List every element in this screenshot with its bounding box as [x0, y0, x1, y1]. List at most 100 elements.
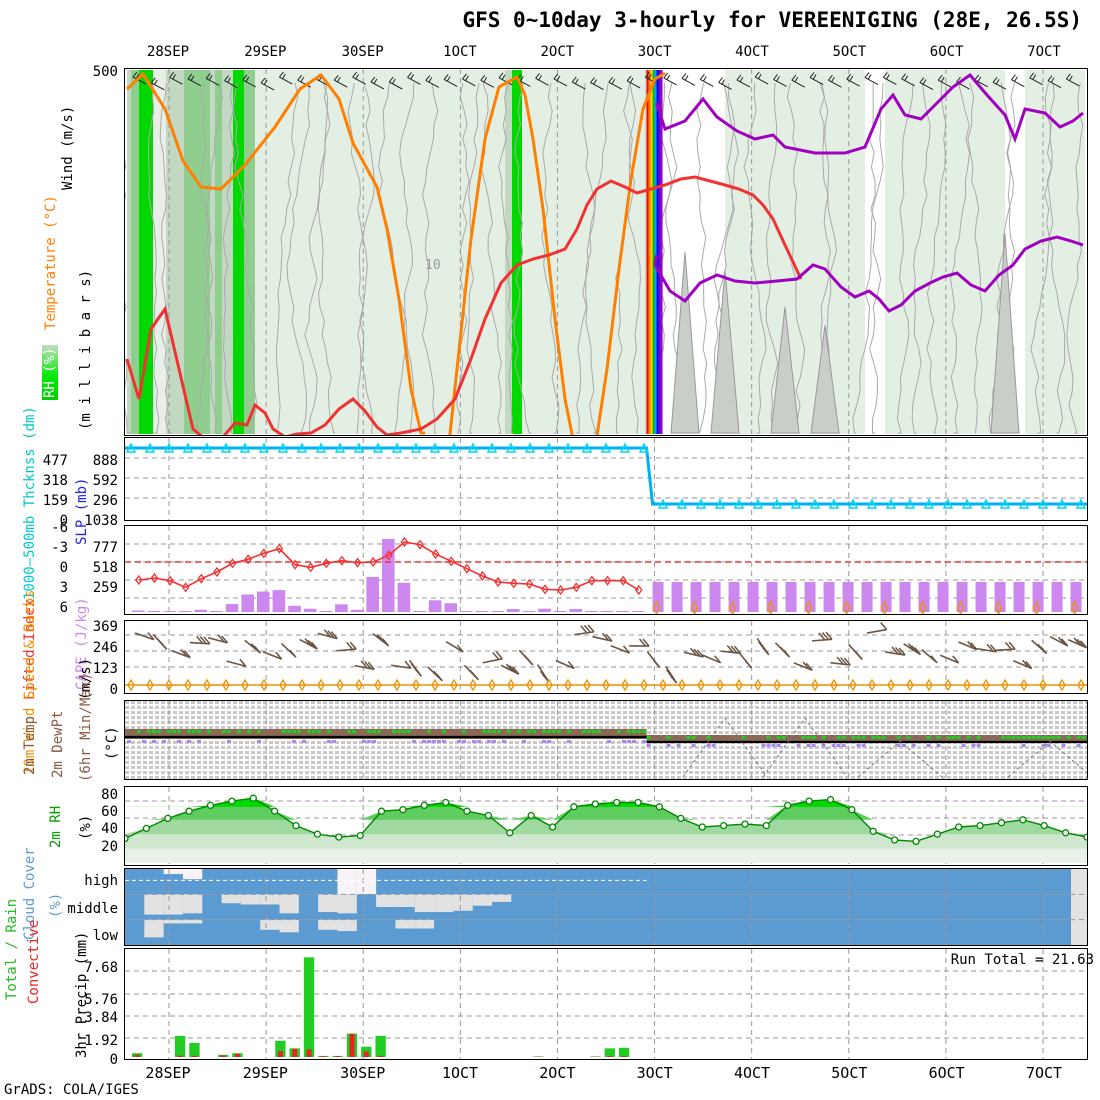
wind-speed-marker: [830, 678, 838, 692]
wind-barb-flag: [776, 76, 780, 82]
rh-2m-marker: [955, 823, 963, 831]
dewpt-marker: [766, 736, 771, 739]
rh-2m-marker: [741, 820, 749, 828]
wind-barb: [830, 661, 851, 666]
isotherm-label-10: 10: [425, 258, 441, 273]
wind-barb-flag: [726, 645, 734, 653]
wind-barb-flag: [410, 74, 414, 80]
wind-ytick-0: 0: [109, 682, 118, 698]
rh-2m-marker: [677, 814, 685, 823]
wind-barb: [995, 648, 1016, 652]
wind-barb-flag: [208, 75, 213, 81]
rh-2m-fill-band: [125, 798, 1087, 807]
dewpt-marker: [956, 736, 961, 739]
dewpt-marker: [876, 736, 881, 739]
dewpt-marker: [207, 730, 211, 733]
date-tick-5oct: 5OCT: [831, 1064, 868, 1082]
dewpt-marker: [851, 736, 856, 739]
wind-barb-flag: [898, 647, 906, 656]
precip-total-bar: [303, 957, 315, 1057]
dewpt-marker: [292, 740, 296, 743]
dewpt-marker: [1076, 736, 1081, 739]
li-ytick-0: 0: [59, 560, 68, 576]
dewpt-marker: [462, 740, 466, 743]
wind-speed-marker: [355, 678, 363, 692]
wind-barb-flag: [495, 651, 503, 660]
wind-barb-flag: [556, 75, 561, 82]
precip-total-bar: [189, 1042, 200, 1057]
lifted-index-marker: [181, 582, 190, 593]
wind-barb-flag: [245, 76, 250, 83]
wind-barb-flag: [1068, 75, 1073, 82]
dewpt-marker: [487, 730, 491, 733]
wind-barb-flag: [714, 655, 722, 664]
thickness-marker: [1037, 498, 1049, 509]
wind-barb-flag: [376, 634, 384, 642]
dewpt-marker: [582, 730, 586, 733]
rh-2m-marker: [613, 798, 621, 807]
thickness-marker: [277, 442, 289, 453]
wind-barb: [610, 645, 630, 654]
wind-barb-flag: [512, 666, 520, 675]
wind-speed-marker: [602, 678, 610, 692]
wind-barb: [443, 79, 458, 87]
cloud-gap: [318, 894, 338, 913]
dewpt-marker: [1036, 736, 1041, 739]
rh-2m-marker: [548, 823, 557, 831]
dewpt-marker: [372, 730, 376, 733]
wind-barb-flag: [501, 74, 506, 81]
wind-barb: [1011, 79, 1025, 88]
wind-barb-flag: [922, 79, 927, 85]
dewpt-marker: [327, 730, 331, 733]
dewpt-marker: [367, 730, 371, 733]
wind-barb-flag: [535, 72, 540, 79]
dewpt-marker: [172, 730, 176, 733]
wind-speed-marker: [754, 678, 762, 692]
precip-convective-bar: [220, 1055, 226, 1057]
wind-barb: [812, 638, 833, 642]
rh-band: [131, 70, 139, 434]
wind-barb-flag: [721, 79, 726, 85]
thickness-marker: [505, 442, 517, 453]
dewpt-marker: [307, 730, 311, 733]
dewpt-marker: [547, 730, 551, 733]
dewpt-marker: [691, 744, 696, 747]
dewpt-marker: [627, 740, 631, 743]
wind-speed-marker: [804, 600, 813, 614]
moisture-trace: [949, 82, 971, 434]
dewpt-marker: [926, 744, 931, 747]
wind-barb-flag: [699, 74, 705, 80]
thickness-marker: [543, 442, 555, 453]
cape-ytick-518: 518: [92, 560, 118, 576]
dewpt-marker: [312, 730, 316, 733]
precip-total-label: Total / Rain: [4, 898, 20, 1000]
dewpt-marker: [806, 744, 811, 747]
wind-barb: [937, 79, 952, 88]
precip-ytick-384: 3.84: [84, 1010, 118, 1026]
rh-2m-marker: [848, 806, 856, 814]
wind-barb: [354, 664, 375, 671]
precip-convective-label: Convective: [26, 919, 42, 1004]
precip-convective-bar: [134, 1054, 140, 1057]
wind-barb-flag: [794, 76, 799, 83]
wind-barb-flag: [791, 74, 797, 81]
wind-barb-flag: [818, 632, 826, 641]
thickness-marker: [315, 442, 327, 453]
wind-barb-flag: [289, 649, 297, 658]
thickness-marker: [1056, 498, 1068, 509]
rh-band: [127, 70, 131, 434]
wind-barb-flag: [330, 631, 338, 640]
thickness-ytick-159: 159: [42, 493, 68, 509]
thickness-marker: [638, 442, 650, 453]
wind-barb: [590, 82, 604, 91]
wind-barb-flag: [263, 79, 268, 86]
thickness-marker: [220, 442, 232, 453]
dewpt-marker: [896, 744, 901, 747]
rh-band: [204, 70, 210, 434]
dewpt-marker: [167, 730, 171, 733]
wind-speed-marker: [1070, 600, 1079, 614]
dewpt-marker: [1046, 744, 1051, 747]
rh-band: [222, 70, 233, 434]
lifted-index-marker: [369, 556, 377, 568]
wind-barb-flag: [626, 75, 632, 82]
